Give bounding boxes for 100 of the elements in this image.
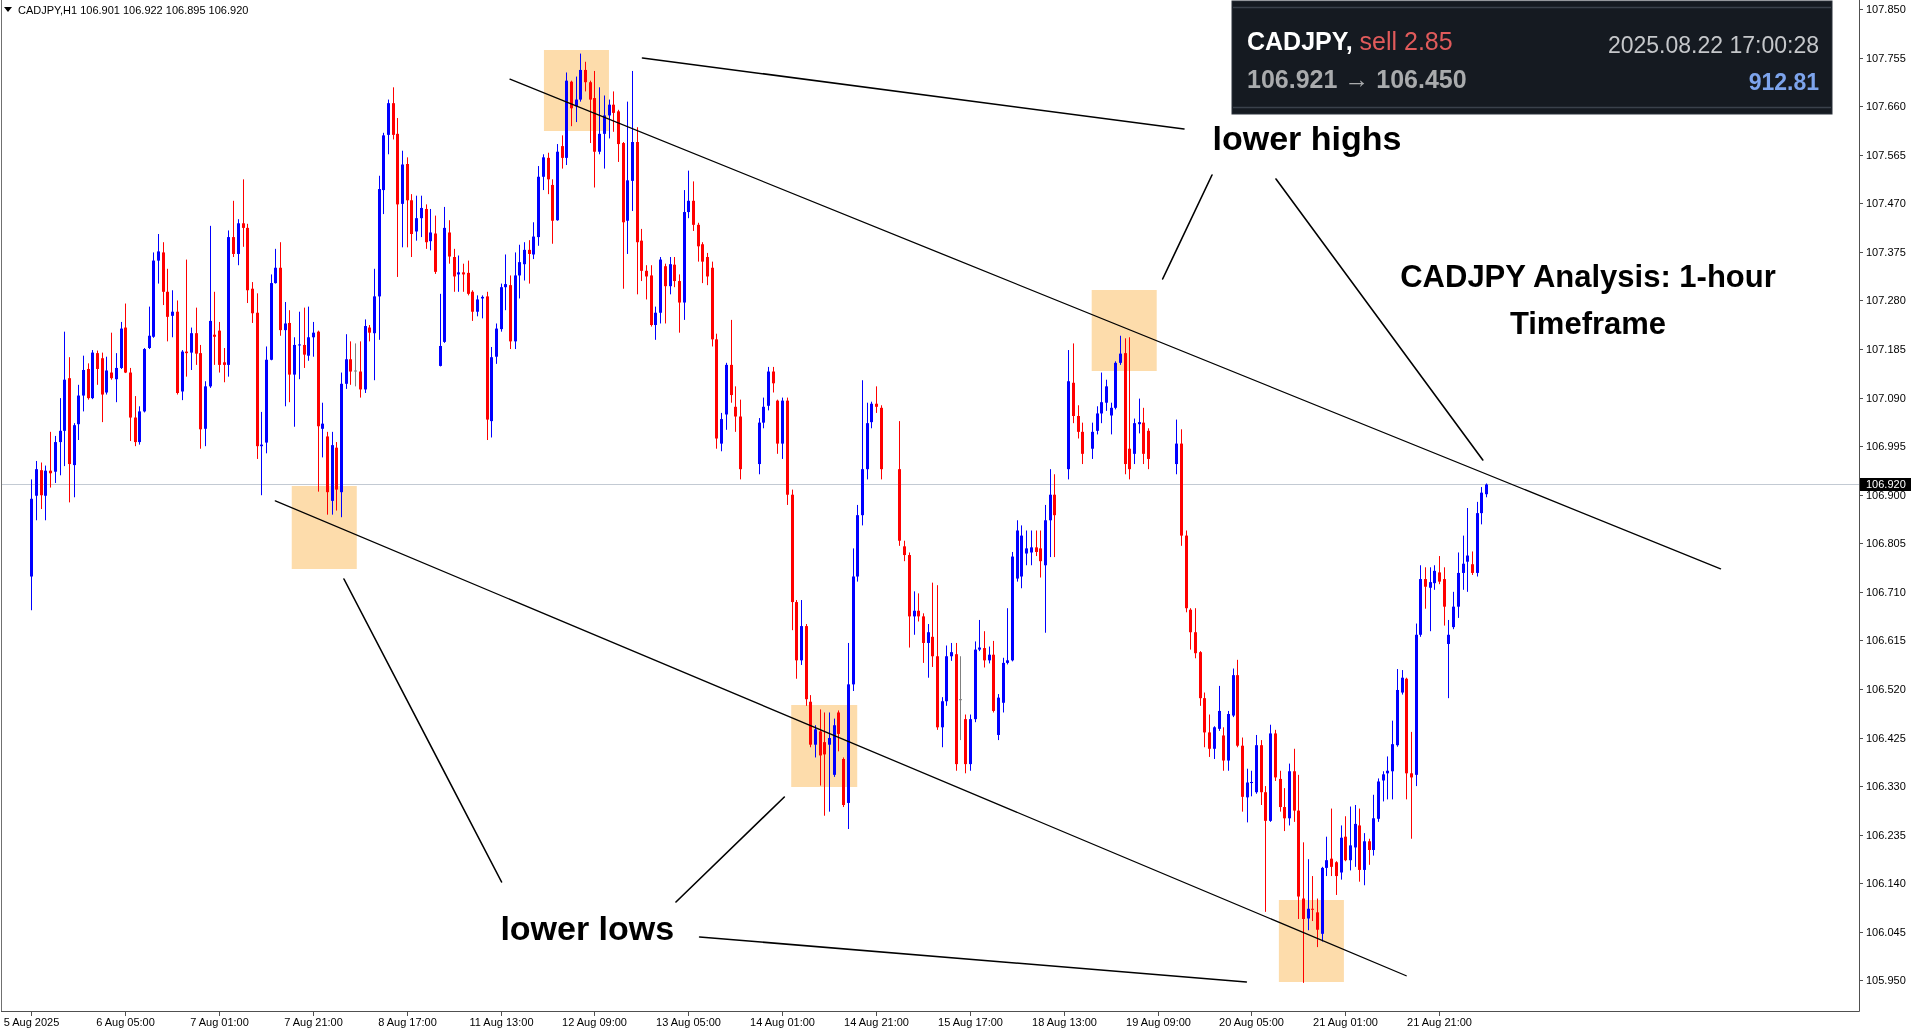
candlestick [1213,725,1216,760]
x-tick-label: 7 Aug 01:00 [190,1016,249,1028]
candlestick [1471,550,1474,576]
candlestick [476,294,479,317]
y-tick-label: 106.140 [1866,877,1906,890]
candlestick [298,311,301,380]
candlestick [274,248,277,285]
candlestick [608,99,611,139]
candlestick [1030,530,1033,566]
x-tick-label: 11 Aug 13:00 [469,1016,534,1028]
y-tick-label: 106.330 [1866,780,1906,793]
y-tick-label: 107.470 [1866,197,1906,210]
candlestick [1110,402,1113,435]
x-tick-label: 14 Aug 21:00 [844,1016,909,1028]
x-tick-label: 13 Aug 05:00 [656,1016,721,1028]
candlestick [734,385,737,433]
y-tick-label: 106.235 [1866,828,1906,841]
y-tick-label: 106.615 [1866,634,1906,647]
candlestick [1401,669,1404,696]
candlestick [415,195,418,242]
chart-subtitle: CADJPY,H1 106.901 106.922 106.895 106.920 [18,4,249,16]
candlestick [603,95,606,170]
candlestick [1307,858,1310,931]
ref-line-label: 106.920 [1866,478,1906,491]
candlestick [1354,804,1357,868]
candlestick [1335,860,1338,896]
candlestick [1175,419,1178,475]
text: CADJPY Analysis: 1-hour Timeframe [1400,259,1776,341]
candlestick [1081,422,1084,465]
candlestick [1480,486,1483,525]
annotation: CADJPY, sell 2.85 [1247,27,1453,55]
candlestick [1429,566,1432,632]
candlestick [706,252,709,286]
candlestick [354,342,357,387]
candlestick [157,233,160,285]
candlestick [1250,770,1253,797]
candlestick [439,293,442,367]
candlestick [1283,787,1286,832]
x-tick-label: 5 Aug 2025 [3,1016,60,1028]
candlestick [547,152,550,195]
candlestick [1025,530,1028,566]
candlestick [828,711,831,813]
candlestick [1316,898,1319,948]
candlestick [1053,473,1056,558]
candlestick [983,630,986,668]
x-tick-label: 21 Aug 01:00 [1313,1016,1378,1028]
y-tick-label: 106.900 [1866,488,1906,501]
candlestick [1311,875,1314,922]
candlestick [1410,731,1413,840]
candlestick [1302,841,1305,984]
y-tick-label: 107.565 [1866,148,1906,161]
y-tick-label: 105.950 [1866,974,1906,987]
candlestick [1438,555,1441,585]
candlestick [523,241,526,282]
y-tick-label: 107.090 [1866,391,1906,404]
candlestick [697,222,700,263]
candlestick [1325,836,1328,877]
annotation: 912.81 [1748,69,1820,95]
candlestick [1035,530,1038,557]
y-tick-label: 106.805 [1866,537,1906,550]
annotation: lower lows [500,909,675,947]
candlestick [1344,815,1347,862]
candlestick [584,61,587,92]
candlestick [762,397,765,429]
candlestick [213,291,216,366]
candlestick [1433,564,1436,591]
candlestick [1039,530,1042,579]
candlestick [532,221,535,260]
candlestick [242,178,245,248]
candlestick [307,306,310,362]
candlestick [59,397,62,476]
y-tick-label: 106.425 [1866,731,1906,744]
candlestick [654,306,657,341]
x-tick-label: 8 Aug 17:00 [378,1016,437,1028]
candlestick [462,263,465,293]
candlestick [823,711,826,817]
candlestick [1119,335,1122,366]
candlestick [420,195,423,238]
candlestick [96,350,99,386]
y-tick-label: 107.850 [1866,3,1906,16]
candlestick [518,244,521,299]
candlestick [284,301,287,407]
x-tick-label: 18 Aug 13:00 [1032,1016,1097,1028]
candlestick [1096,405,1099,435]
candlestick [1349,806,1352,871]
candlestick [1424,566,1427,610]
candlestick [1128,336,1131,480]
y-tick-label: 106.995 [1866,440,1906,453]
candlestick [870,401,873,429]
candlestick [115,352,118,403]
y-tick-label: 107.375 [1866,245,1906,258]
candlestick [223,347,226,383]
candlestick [1330,808,1333,877]
annotation: 2025.08.22 17:00:28 [1607,32,1819,58]
candlestick [664,263,667,324]
candlestick [171,289,174,338]
candlestick [1208,714,1211,758]
candlestick [837,709,840,752]
x-tick-label: 14 Aug 01:00 [750,1016,815,1028]
x-tick-label: 7 Aug 21:00 [284,1016,343,1028]
